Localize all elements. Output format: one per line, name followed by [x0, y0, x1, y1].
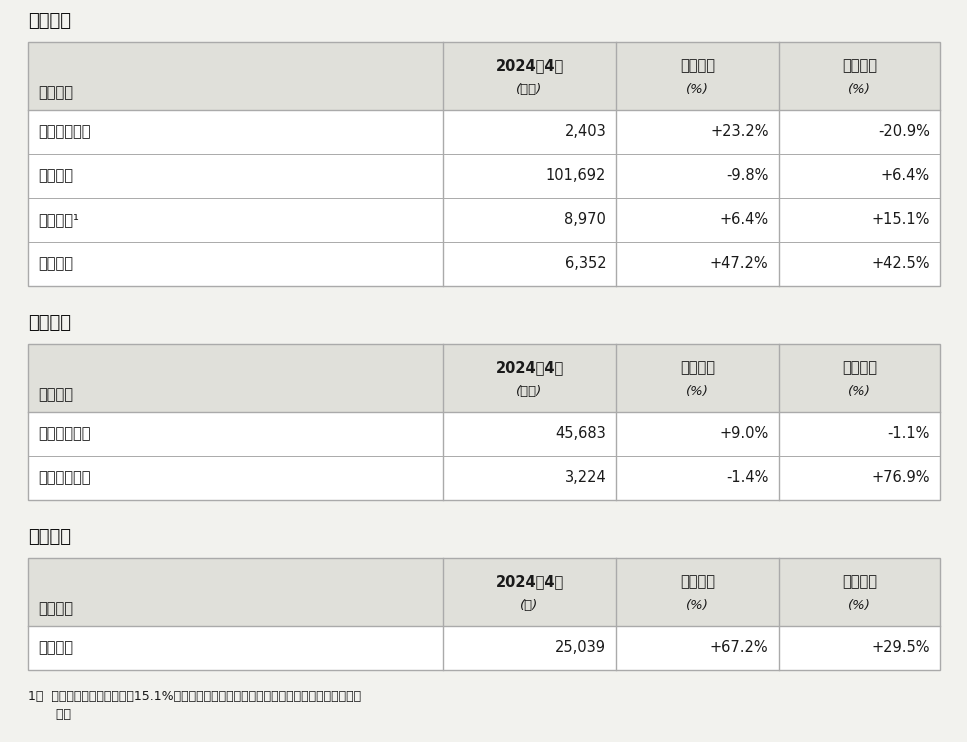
Text: (%): (%)	[686, 83, 709, 96]
Text: (千件): (千件)	[516, 83, 542, 96]
Text: 其他光電產品: 其他光電產品	[38, 470, 91, 485]
Text: 升。: 升。	[28, 708, 71, 721]
Text: 車載鏡頭¹: 車載鏡頭¹	[38, 212, 79, 228]
Text: -20.9%: -20.9%	[878, 125, 930, 139]
Text: -1.4%: -1.4%	[726, 470, 769, 485]
Bar	[28, 558, 940, 626]
Text: 同比變化: 同比變化	[842, 59, 877, 73]
Text: +67.2%: +67.2%	[710, 640, 769, 655]
Text: 手機攝像模組: 手機攝像模組	[38, 427, 91, 441]
Text: +47.2%: +47.2%	[710, 257, 769, 272]
Text: (%): (%)	[848, 385, 870, 398]
Text: (%): (%)	[848, 599, 870, 612]
Bar	[28, 344, 940, 500]
Text: 環比變化: 環比變化	[680, 361, 715, 375]
Bar	[28, 344, 940, 500]
Text: 光學儀器: 光學儀器	[28, 528, 71, 546]
Text: +15.1%: +15.1%	[871, 212, 930, 228]
Bar	[28, 344, 940, 412]
Text: 手機鏡頭: 手機鏡頭	[38, 168, 73, 183]
Text: 8,970: 8,970	[565, 212, 606, 228]
Text: 2024年4月: 2024年4月	[495, 361, 564, 375]
Text: 101,692: 101,692	[545, 168, 606, 183]
Text: +6.4%: +6.4%	[881, 168, 930, 183]
Text: +9.0%: +9.0%	[719, 427, 769, 441]
Text: 光學零件: 光學零件	[28, 12, 71, 30]
Text: 2024年4月: 2024年4月	[495, 574, 564, 589]
Text: 3,224: 3,224	[565, 470, 606, 485]
Text: 環比變化: 環比變化	[680, 574, 715, 589]
Text: 2024年4月: 2024年4月	[495, 59, 564, 73]
Text: +23.2%: +23.2%	[710, 125, 769, 139]
Text: +76.9%: +76.9%	[871, 470, 930, 485]
Text: (%): (%)	[686, 385, 709, 398]
Text: +42.5%: +42.5%	[871, 257, 930, 272]
Text: 1、  車載鏡頭出貨量同比上升15.1%，主要是因為公司在國內新能源品牌汽車中的市場份額上: 1、 車載鏡頭出貨量同比上升15.1%，主要是因為公司在國內新能源品牌汽車中的市…	[28, 690, 361, 703]
Text: 環比變化: 環比變化	[680, 59, 715, 73]
Text: 2,403: 2,403	[565, 125, 606, 139]
Text: 45,683: 45,683	[555, 427, 606, 441]
Text: 同比變化: 同比變化	[842, 361, 877, 375]
Text: 產品類別: 產品類別	[38, 387, 73, 402]
Text: (件): (件)	[520, 599, 539, 612]
Text: +6.4%: +6.4%	[719, 212, 769, 228]
Text: (%): (%)	[848, 83, 870, 96]
Text: (%): (%)	[686, 599, 709, 612]
Bar	[28, 558, 940, 670]
Bar	[28, 42, 940, 110]
Text: -9.8%: -9.8%	[726, 168, 769, 183]
Text: 顯微儀器: 顯微儀器	[38, 640, 73, 655]
Bar	[28, 558, 940, 670]
Text: 光電產品: 光電產品	[28, 314, 71, 332]
Text: 產品類別: 產品類別	[38, 85, 73, 100]
Text: 同比變化: 同比變化	[842, 574, 877, 589]
Bar	[28, 42, 940, 286]
Text: (千件): (千件)	[516, 385, 542, 398]
Text: 玻璃球面鏡片: 玻璃球面鏡片	[38, 125, 91, 139]
Text: 產品類別: 產品類別	[38, 601, 73, 616]
Text: +29.5%: +29.5%	[871, 640, 930, 655]
Text: 25,039: 25,039	[555, 640, 606, 655]
Text: -1.1%: -1.1%	[888, 427, 930, 441]
Text: 6,352: 6,352	[565, 257, 606, 272]
Bar	[28, 42, 940, 286]
Text: 其他鏡頭: 其他鏡頭	[38, 257, 73, 272]
